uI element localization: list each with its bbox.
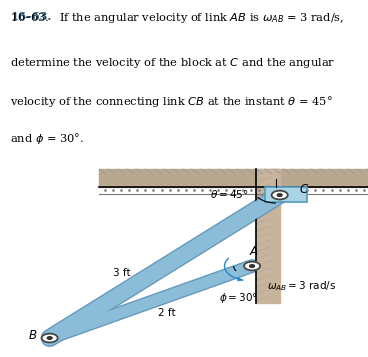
Text: 16–63.: 16–63. <box>10 11 52 22</box>
FancyBboxPatch shape <box>265 187 307 202</box>
Circle shape <box>250 265 255 267</box>
Text: 3 ft: 3 ft <box>113 268 131 278</box>
Circle shape <box>47 337 52 339</box>
Text: 2 ft: 2 ft <box>158 308 176 318</box>
Text: $\theta = 45°$: $\theta = 45°$ <box>210 188 248 200</box>
Text: 16–63.   If the angular velocity of link $\it{AB}$ is $\omega_{AB}$ = 3 rad/s,: 16–63. If the angular velocity of link $… <box>10 11 344 25</box>
Text: velocity of the connecting link $\it{CB}$ at the instant $\theta$ = 45°: velocity of the connecting link $\it{CB}… <box>10 94 333 109</box>
Circle shape <box>42 333 58 342</box>
Text: determine the velocity of the block at $\it{C}$ and the angular: determine the velocity of the block at $… <box>10 56 336 70</box>
Text: and $\phi$ = 30°.: and $\phi$ = 30°. <box>10 131 84 146</box>
Text: $B$: $B$ <box>28 329 38 342</box>
Circle shape <box>244 262 260 271</box>
Circle shape <box>272 191 288 200</box>
Text: $\phi = 30°$: $\phi = 30°$ <box>219 291 258 305</box>
Text: $C$: $C$ <box>298 183 309 196</box>
Circle shape <box>277 194 282 196</box>
Text: $A$: $A$ <box>249 245 259 258</box>
Text: $\omega_{AB} = 3\ \mathrm{rad/s}$: $\omega_{AB} = 3\ \mathrm{rad/s}$ <box>267 279 336 293</box>
